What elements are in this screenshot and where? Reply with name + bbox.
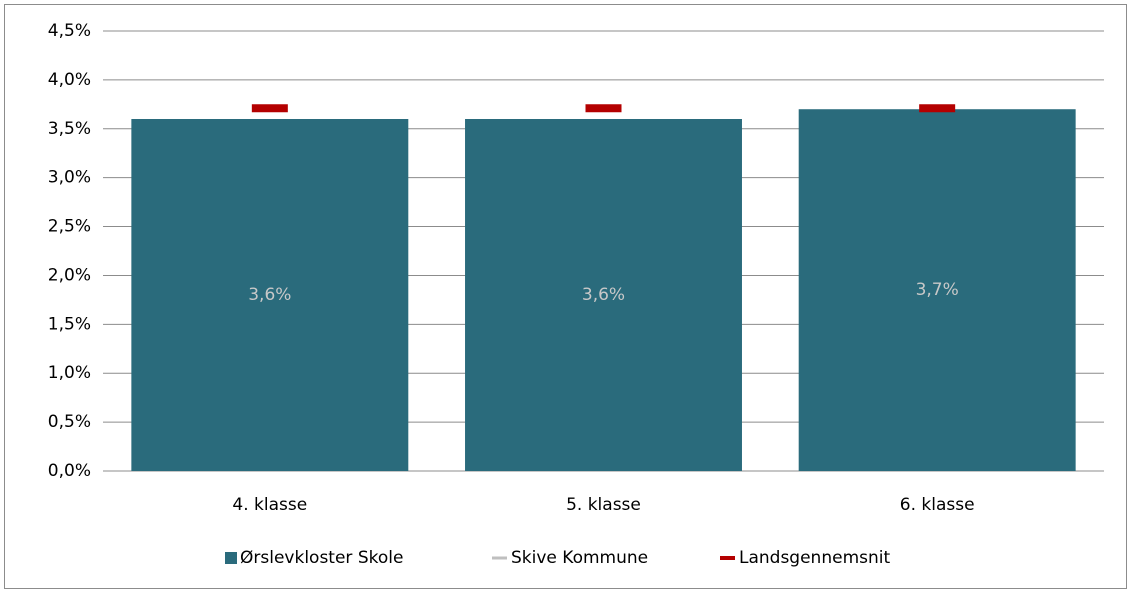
value-label: 3,6% bbox=[582, 285, 625, 305]
y-tick-label: 2,5% bbox=[48, 217, 91, 237]
bar bbox=[465, 119, 742, 471]
bar bbox=[131, 119, 409, 471]
y-tick-label: 4,5% bbox=[48, 21, 91, 41]
x-tick-label: 4. klasse bbox=[232, 495, 307, 515]
y-tick-label: 1,5% bbox=[48, 314, 91, 334]
y-tick-label: 2,0% bbox=[48, 265, 91, 285]
y-tick-label: 1,0% bbox=[48, 363, 91, 383]
y-tick-label: 0,5% bbox=[48, 412, 91, 432]
bar bbox=[798, 109, 1076, 471]
y-tick-label: 3,5% bbox=[48, 119, 91, 139]
legend-swatch bbox=[225, 552, 237, 564]
legend-label: Ørslevkloster Skole bbox=[240, 548, 403, 568]
y-tick-label: 3,0% bbox=[48, 168, 91, 188]
y-tick-label: 4,0% bbox=[48, 70, 91, 90]
legend-label: Skive Kommune bbox=[511, 548, 648, 568]
legend-label: Landsgennemsnit bbox=[739, 548, 890, 568]
value-label: 3,6% bbox=[248, 285, 291, 305]
y-tick-label: 0,0% bbox=[48, 461, 91, 481]
x-tick-label: 6. klasse bbox=[900, 495, 975, 515]
value-label: 3,7% bbox=[916, 280, 959, 300]
x-tick-label: 5. klasse bbox=[566, 495, 641, 515]
